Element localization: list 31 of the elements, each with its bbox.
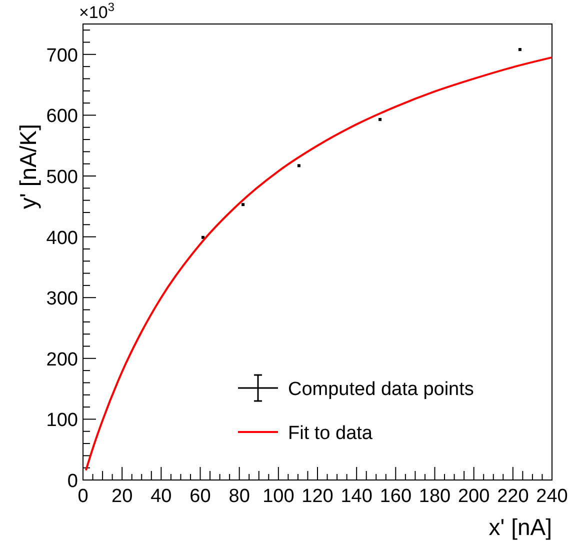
x-tick-label: 80 [228,486,250,507]
x-tick-label: 220 [497,486,529,507]
x-tick-label: 200 [458,486,490,507]
text: ×10$^{3}$ [79,0,115,22]
y-tick-label: 100 [46,410,78,432]
point [297,164,300,168]
x-tick-label: 140 [340,486,372,507]
x-tick-label: 120 [302,486,334,507]
y-tick-label: 400 [46,228,78,249]
x-tick-label: 60 [190,486,211,507]
y-tick-label: 300 [46,288,78,310]
y-axis-title: y' [nA/K] [15,124,41,209]
y-tick-label: 500 [46,167,78,188]
point [518,48,522,52]
line-series [84,56,553,472]
x-tick-label: 160 [380,486,412,507]
y-tick-label: 600 [46,106,78,128]
x-axis-title: x' [nA] [488,514,552,540]
y-tick-label: 700 [46,45,78,66]
y-tick-label: 200 [46,349,78,370]
point [378,118,382,121]
x-tick-label: 100 [262,486,294,507]
x-tick-label: 180 [418,486,451,507]
legend-label: Fit to data [288,423,373,444]
point [201,236,204,239]
x-tick-label: 240 [536,486,568,507]
point [242,203,245,206]
x-tick-label: 20 [112,486,133,507]
x-tick-label: 40 [150,486,172,507]
y-tick-label: 0 [67,471,78,492]
legend-label: Computed data points [288,379,474,400]
